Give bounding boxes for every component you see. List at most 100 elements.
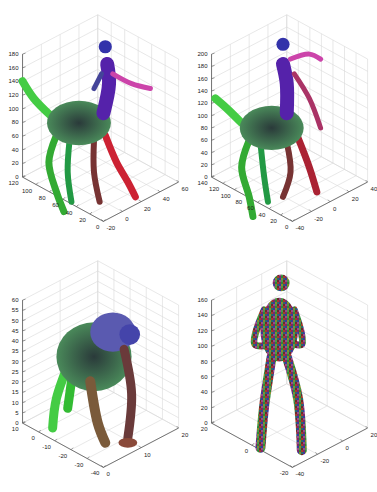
mesh-part bbox=[124, 349, 132, 438]
mesh-part bbox=[105, 135, 135, 197]
mesh-part bbox=[291, 54, 321, 59]
grid-line bbox=[212, 423, 293, 467]
mesh bbox=[215, 38, 320, 217]
z-tick-label: 180 bbox=[198, 63, 209, 69]
tick bbox=[212, 175, 214, 177]
tick bbox=[23, 381, 26, 382]
tick bbox=[23, 94, 26, 95]
z-tick-label: 160 bbox=[198, 297, 209, 303]
grid-line bbox=[98, 15, 179, 59]
x-tick-label: 0 bbox=[106, 471, 110, 477]
z-tick-label: 30 bbox=[12, 359, 19, 365]
x-tick-label: 40 bbox=[371, 186, 377, 192]
grid-line bbox=[23, 423, 104, 467]
grid-line bbox=[98, 261, 179, 305]
tick bbox=[223, 181, 225, 183]
x-tick-label: 10 bbox=[144, 452, 151, 458]
x-axis-line bbox=[103, 428, 178, 467]
grid-line bbox=[281, 176, 356, 215]
z-tick-label: 20 bbox=[201, 162, 208, 168]
tick bbox=[212, 65, 215, 66]
y-tick-label: 140 bbox=[198, 180, 209, 186]
tick bbox=[292, 465, 294, 467]
y-tick-label: 60 bbox=[52, 202, 59, 208]
tick bbox=[366, 426, 368, 428]
tick bbox=[90, 212, 92, 214]
z-tick-label: 200 bbox=[198, 51, 209, 57]
z-tick-label: 50 bbox=[12, 318, 19, 324]
panel: 0204060801001201401601802000204060801001… bbox=[198, 15, 377, 232]
tick bbox=[292, 219, 294, 221]
tick bbox=[269, 207, 271, 209]
x-tick-label: -40 bbox=[295, 225, 304, 231]
tick bbox=[23, 108, 26, 109]
x-tick-label: 20 bbox=[371, 432, 377, 438]
x-tick-label: 20 bbox=[144, 206, 151, 212]
grid-line bbox=[287, 64, 368, 108]
tick bbox=[50, 190, 52, 192]
y-tick-label: -20 bbox=[58, 453, 67, 459]
grid-line bbox=[98, 271, 179, 315]
tick bbox=[212, 127, 215, 128]
mesh-part bbox=[68, 381, 72, 408]
tick bbox=[212, 90, 215, 91]
tick bbox=[341, 439, 343, 441]
y-tick-label: -30 bbox=[75, 462, 84, 468]
tick bbox=[139, 200, 141, 202]
x-tick-label: 0 bbox=[333, 206, 337, 212]
mesh-part bbox=[49, 135, 64, 211]
tick bbox=[212, 376, 215, 377]
tick bbox=[120, 210, 122, 212]
tick bbox=[103, 465, 105, 467]
tick bbox=[347, 190, 349, 192]
z-tick-label: 140 bbox=[198, 312, 209, 318]
z-tick-label: 80 bbox=[12, 119, 19, 125]
tick bbox=[212, 421, 214, 423]
tick bbox=[23, 53, 26, 54]
mesh-part bbox=[119, 324, 140, 345]
tick bbox=[212, 115, 215, 116]
panel: 020406080100120140160180020406080100120-… bbox=[9, 15, 189, 232]
tick bbox=[39, 430, 41, 432]
grid-line bbox=[269, 169, 344, 208]
mesh-part bbox=[68, 140, 72, 202]
z-tick-label: 60 bbox=[201, 137, 208, 143]
grid-line bbox=[178, 59, 179, 182]
tick bbox=[23, 309, 26, 310]
y-tick-label: 0 bbox=[245, 448, 249, 454]
z-tick-label: 80 bbox=[201, 125, 208, 131]
grid bbox=[212, 261, 368, 468]
x-axis-line bbox=[103, 182, 178, 221]
mesh-part bbox=[273, 274, 290, 291]
z-tick-label: 35 bbox=[12, 348, 19, 354]
grid-line bbox=[23, 281, 98, 320]
tick bbox=[36, 183, 38, 185]
z-tick-label: 40 bbox=[12, 338, 19, 344]
tick bbox=[212, 407, 215, 408]
z-tick-label: 100 bbox=[198, 343, 209, 349]
mesh-part bbox=[283, 64, 287, 113]
y-tick-label: 40 bbox=[66, 210, 73, 216]
tick bbox=[101, 465, 103, 467]
grid-line bbox=[22, 54, 23, 177]
x-tick-label: 0 bbox=[346, 445, 350, 451]
mesh-part bbox=[90, 381, 105, 443]
tick bbox=[212, 139, 215, 140]
x-tick-label: -20 bbox=[320, 458, 329, 464]
grid-line bbox=[103, 428, 178, 467]
tick bbox=[23, 371, 26, 372]
tick bbox=[23, 350, 26, 351]
z-tick-label: 100 bbox=[198, 113, 209, 119]
grid-line bbox=[212, 39, 287, 78]
tick bbox=[315, 452, 317, 454]
grid-line bbox=[124, 30, 125, 153]
tick bbox=[252, 443, 254, 445]
figure: 020406080100120140160180020406080100120-… bbox=[0, 0, 377, 492]
y-tick-label: -20 bbox=[280, 470, 289, 476]
y-tick-label: 40 bbox=[259, 212, 266, 218]
panel: 020406080100120140160-20020-40-20020 bbox=[198, 261, 377, 478]
z-tick-label: 140 bbox=[9, 78, 20, 84]
tick bbox=[177, 180, 179, 182]
z-tick-label: 180 bbox=[9, 51, 20, 57]
y-tick-label: 80 bbox=[39, 195, 46, 201]
